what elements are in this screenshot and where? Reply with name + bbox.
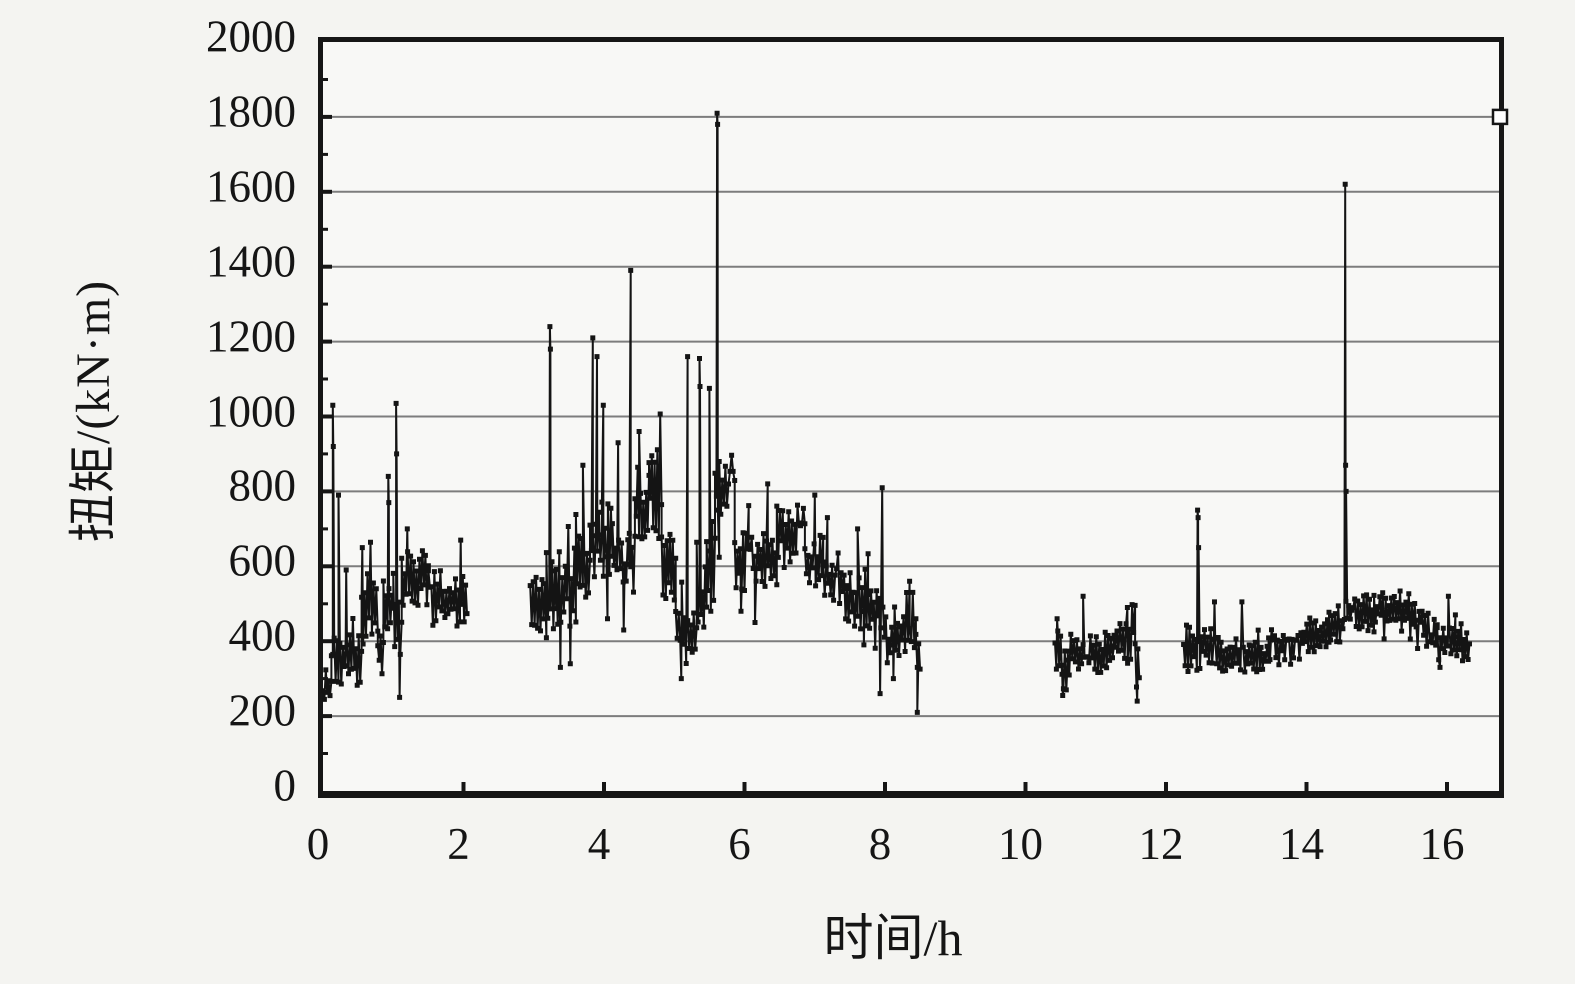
y-axis-tick (323, 189, 332, 194)
x-axis-tick (1164, 782, 1168, 791)
y-axis-tick (323, 452, 328, 456)
x-axis-tick (1023, 782, 1028, 791)
x-tick-label-16: 16 (1419, 819, 1465, 869)
x-tick-label-12: 12 (1138, 819, 1184, 869)
y-tick-label-2000: 2000 (206, 11, 296, 62)
y-axis-tick (323, 264, 332, 269)
y-tick-label-400: 400 (228, 610, 297, 661)
y-axis-tick (323, 414, 332, 419)
y-axis-tick (323, 114, 332, 119)
y-axis-tick (323, 78, 328, 81)
torque-series-markers (320, 110, 1472, 715)
x-tick-label-14: 14 (1279, 819, 1324, 869)
y-axis-tick (323, 489, 332, 494)
y-axis-tick (323, 714, 332, 719)
y-axis-title: 扭矩/(kN·m) (67, 279, 120, 543)
y-tick-label-1400: 1400 (206, 236, 296, 287)
y-tick-label-0: 0 (273, 760, 297, 811)
x-tick-label-8: 8 (868, 819, 892, 869)
y-axis-tick (323, 302, 328, 306)
plot-area (318, 37, 1509, 798)
y-axis-tick (323, 527, 328, 531)
x-axis-tick (602, 782, 606, 791)
y-tick-label-1200: 1200 (206, 311, 296, 362)
y-axis-tick (323, 639, 332, 644)
y-tick-label-600: 600 (228, 535, 297, 586)
right-edge-marker (1491, 108, 1509, 126)
x-axis-title: 时间/h (823, 910, 963, 966)
x-axis-tick (461, 782, 466, 791)
y-axis-tick (323, 339, 332, 344)
y-axis-tick (323, 227, 328, 231)
x-tick-label-0: 0 (306, 819, 330, 869)
x-tick-label-2: 2 (447, 819, 470, 869)
y-tick-label-800: 800 (228, 460, 297, 511)
x-axis-tick (1445, 782, 1449, 791)
y-axis-tick (323, 564, 332, 569)
y-axis-tick (323, 377, 328, 381)
x-tick-label-6: 6 (728, 819, 751, 869)
y-axis-tick (323, 602, 328, 606)
y-tick-label-1600: 1600 (206, 161, 296, 212)
y-axis-tick (323, 752, 328, 755)
y-tick-label-1800: 1800 (206, 86, 296, 137)
y-tick-label-1000: 1000 (206, 386, 296, 436)
x-tick-label-4: 4 (587, 819, 611, 869)
y-tick-label-200: 200 (228, 685, 297, 736)
x-tick-label-10: 10 (998, 819, 1043, 869)
torque-series-svg (320, 78, 1509, 791)
x-axis-tick (1304, 782, 1309, 791)
y-axis-tick (323, 152, 328, 156)
x-axis-tick (742, 782, 747, 791)
x-axis-tick (883, 782, 887, 791)
